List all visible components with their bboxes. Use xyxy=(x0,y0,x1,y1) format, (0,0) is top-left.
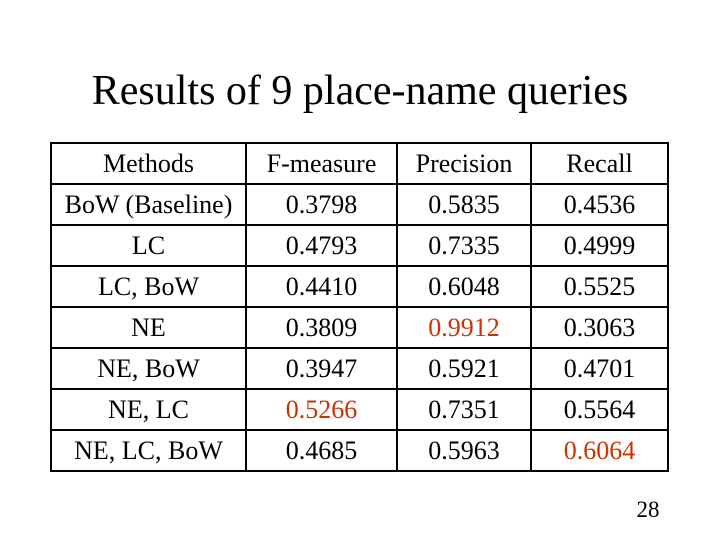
recall-cell-highlighted: 0.6064 xyxy=(530,429,669,472)
f-measure-cell-highlighted: 0.5266 xyxy=(245,388,398,431)
f-measure-cell: 0.3947 xyxy=(245,347,398,390)
column-header-methods: Methods xyxy=(50,142,247,185)
precision-cell: 0.5921 xyxy=(396,347,532,390)
recall-cell: 0.3063 xyxy=(530,306,669,349)
table-row: NE, BoW 0.3947 0.5921 0.4701 xyxy=(50,347,669,390)
precision-cell: 0.5963 xyxy=(396,429,532,472)
recall-cell: 0.4701 xyxy=(530,347,669,390)
precision-cell: 0.7351 xyxy=(396,388,532,431)
results-table: Methods F-measure Precision Recall BoW (… xyxy=(50,142,669,472)
f-measure-cell: 0.3798 xyxy=(245,183,398,226)
column-header-precision: Precision xyxy=(396,142,532,185)
method-cell: NE xyxy=(50,306,247,349)
precision-cell: 0.7335 xyxy=(396,224,532,267)
precision-cell: 0.5835 xyxy=(396,183,532,226)
method-cell: LC xyxy=(50,224,247,267)
method-cell: NE, LC xyxy=(50,388,247,431)
f-measure-cell: 0.3809 xyxy=(245,306,398,349)
table-row: NE 0.3809 0.9912 0.3063 xyxy=(50,306,669,349)
f-measure-cell: 0.4685 xyxy=(245,429,398,472)
table-row: NE, LC, BoW 0.4685 0.5963 0.6064 xyxy=(50,429,669,472)
table-row: BoW (Baseline) 0.3798 0.5835 0.4536 xyxy=(50,183,669,226)
f-measure-cell: 0.4793 xyxy=(245,224,398,267)
method-cell: NE, BoW xyxy=(50,347,247,390)
recall-cell: 0.4536 xyxy=(530,183,669,226)
column-header-recall: Recall xyxy=(530,142,669,185)
table-row: LC, BoW 0.4410 0.6048 0.5525 xyxy=(50,265,669,308)
method-cell: BoW (Baseline) xyxy=(50,183,247,226)
table-row: NE, LC 0.5266 0.7351 0.5564 xyxy=(50,388,669,431)
method-cell: NE, LC, BoW xyxy=(50,429,247,472)
column-header-f-measure: F-measure xyxy=(245,142,398,185)
slide-title: Results of 9 place-name queries xyxy=(91,68,629,114)
f-measure-cell: 0.4410 xyxy=(245,265,398,308)
method-cell: LC, BoW xyxy=(50,265,247,308)
recall-cell: 0.5564 xyxy=(530,388,669,431)
recall-cell: 0.4999 xyxy=(530,224,669,267)
precision-cell: 0.6048 xyxy=(396,265,532,308)
precision-cell-highlighted: 0.9912 xyxy=(396,306,532,349)
table-header-row: Methods F-measure Precision Recall xyxy=(50,142,669,185)
page-number: 28 xyxy=(636,497,660,522)
recall-cell: 0.5525 xyxy=(530,265,669,308)
table-row: LC 0.4793 0.7335 0.4999 xyxy=(50,224,669,267)
